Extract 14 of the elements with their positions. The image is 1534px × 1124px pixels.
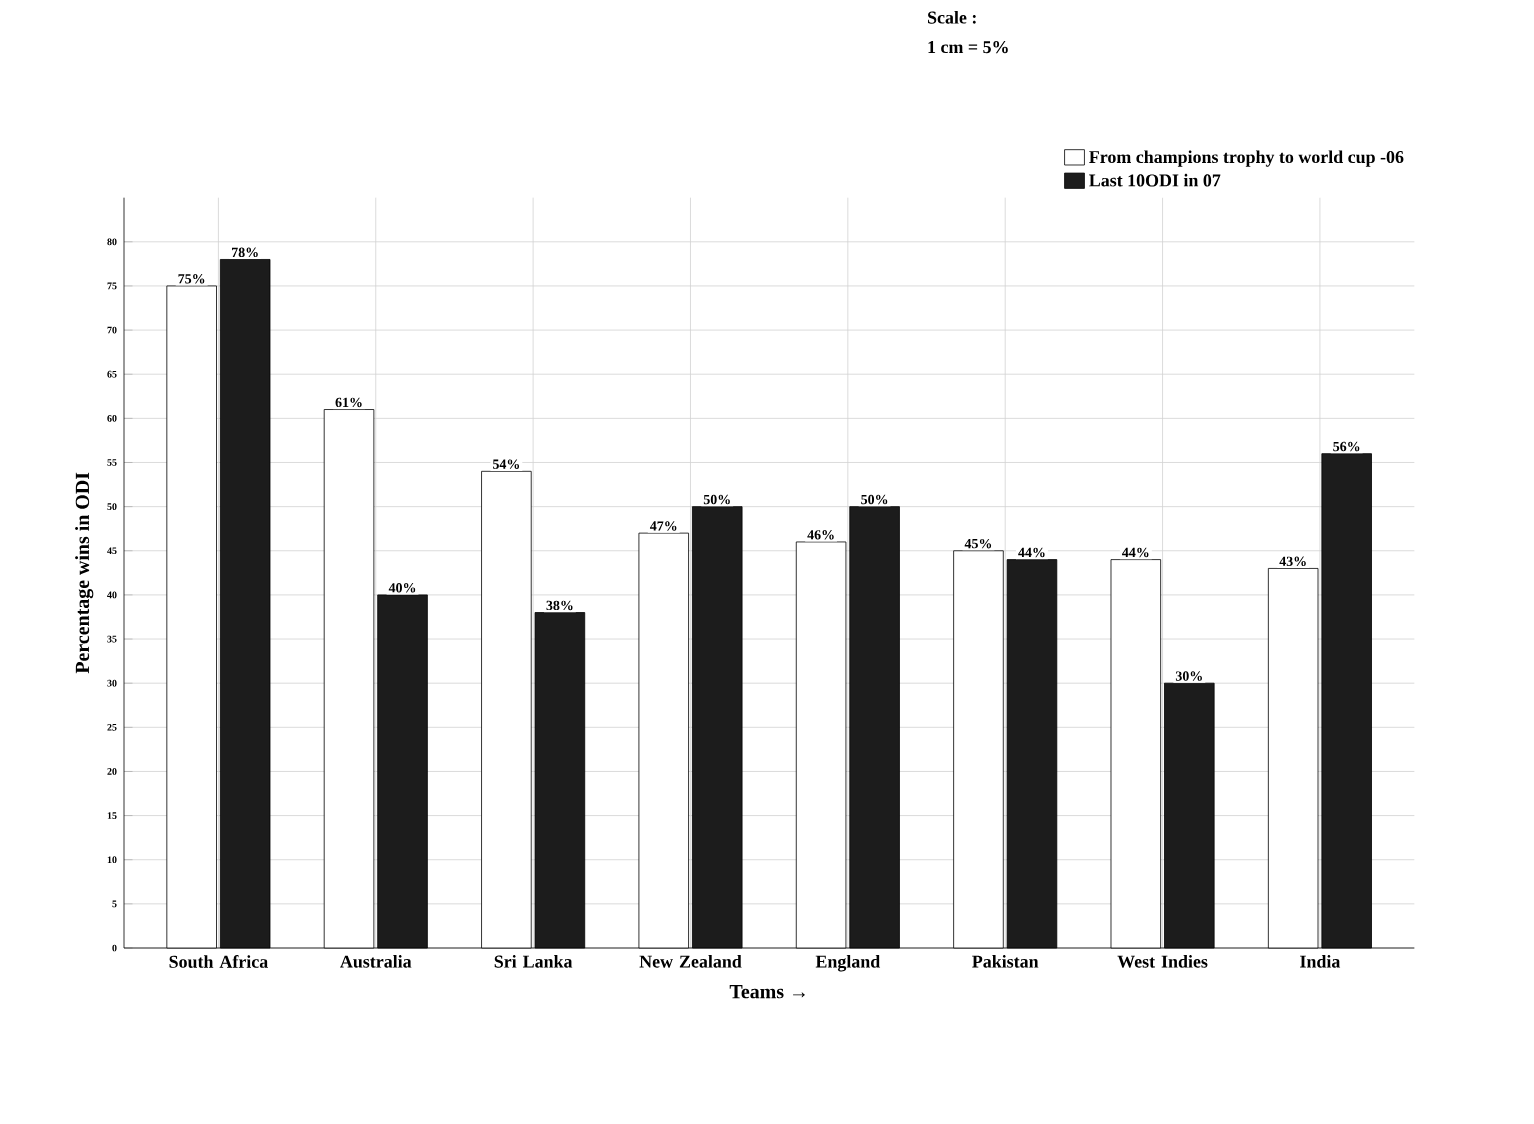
x-tick-label: England (815, 955, 881, 972)
text: Scale : (928, 11, 976, 24)
x-tick-label: Pakistan (972, 955, 1039, 968)
text: 1 cm = 5% (928, 41, 1008, 54)
x-tick-label: Sri Lanka (494, 955, 573, 968)
x-axis-title: Teams → (729, 985, 805, 999)
x-tick-label: Australia (340, 955, 412, 968)
x-tick-label: India (1300, 955, 1341, 968)
x-tick-label: South Africa (169, 955, 268, 968)
x-tick-label: New Zealand (639, 955, 742, 968)
x-tick-label: West Indies (1117, 955, 1208, 968)
legend-label: From champions trophy to world cup -06 (1089, 150, 1404, 167)
y-axis-title: Percentage wins in ODI (75, 472, 94, 674)
legend-label: Last 10ODI in 07 (1089, 173, 1221, 187)
